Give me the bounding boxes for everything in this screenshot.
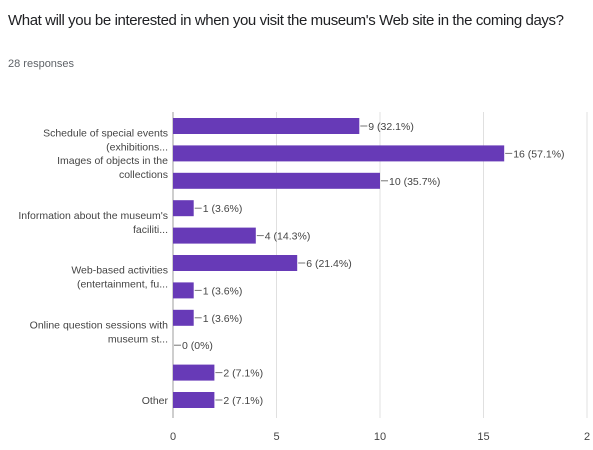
x-axis-ticks: 0 5 10 15 2 — [170, 431, 590, 443]
bar — [173, 255, 298, 271]
category-label: (entertainment, fu... — [77, 279, 168, 291]
bar — [173, 200, 194, 217]
x-tick-label: 10 — [374, 431, 386, 443]
chart-title: What will you be interested in when you … — [8, 12, 564, 29]
bar — [173, 392, 215, 408]
x-tick-label: 15 — [477, 431, 489, 443]
data-label: 16 (57.1%) — [513, 148, 564, 160]
category-label: faciliti... — [133, 224, 168, 236]
category-label: collections — [119, 169, 168, 181]
x-tick-label: 0 — [170, 431, 176, 443]
bar — [173, 172, 380, 189]
bar — [173, 145, 505, 162]
data-label: 1 (3.6%) — [203, 285, 243, 297]
category-label: (exhibitions... — [106, 142, 168, 154]
bar — [173, 282, 194, 299]
data-label: 0 (0%) — [182, 340, 213, 352]
category-label: Other — [142, 395, 169, 407]
category-label: Images of objects in the — [57, 155, 168, 167]
data-label: 10 (35.7%) — [389, 176, 440, 188]
category-label: museum st... — [108, 334, 168, 346]
bar — [173, 118, 360, 134]
data-label: 9 (32.1%) — [368, 121, 414, 133]
category-labels: Schedule of special events (exhibitions..… — [18, 128, 168, 407]
data-label: 1 (3.6%) — [203, 313, 243, 325]
data-label: 1 (3.6%) — [203, 203, 243, 215]
bar — [173, 227, 256, 244]
data-label: 2 (7.1%) — [223, 368, 263, 380]
x-tick-label: 5 — [273, 431, 279, 443]
data-labels: 9 (32.1%) 16 (57.1%) 10 (35.7%) 1 (3.6%) 4 (… — [174, 121, 565, 407]
category-label: Information about the museum's — [18, 210, 168, 222]
data-label: 2 (7.1%) — [223, 395, 263, 407]
data-label: 6 (21.4%) — [306, 258, 352, 270]
response-count: 28 responses — [8, 58, 75, 70]
category-label: Schedule of special events — [43, 128, 168, 140]
bars — [173, 118, 505, 408]
bar — [173, 364, 215, 381]
category-label: Web-based activities — [71, 265, 168, 277]
data-label: 4 (14.3%) — [265, 231, 311, 243]
category-label: Online question sessions with — [30, 320, 168, 332]
bar — [173, 309, 194, 326]
x-tick-label: 2 — [584, 431, 590, 443]
